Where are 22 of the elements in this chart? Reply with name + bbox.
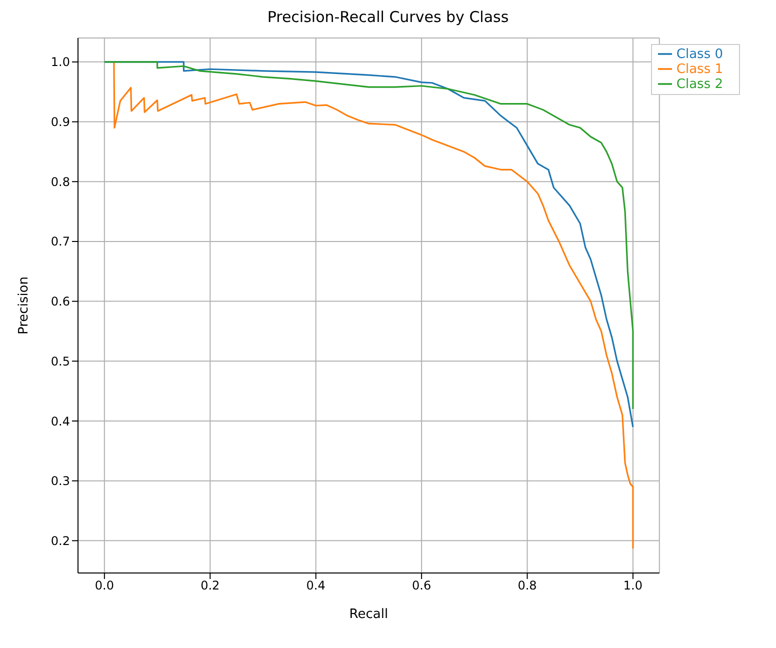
x-axis-title: Recall: [349, 607, 388, 622]
x-tick-label: 0.2: [200, 578, 220, 593]
x-tick-label: 1.0: [623, 578, 643, 593]
x-tick-label: 0.6: [412, 578, 432, 593]
x-tick-label: 0.8: [518, 578, 537, 593]
y-tick-label: 0.9: [50, 115, 70, 130]
line-series: [113, 61, 634, 550]
y-tick-label: 0.5: [50, 354, 70, 368]
y-tick-label: 1.0: [50, 55, 70, 70]
x-tick-label: 0.0: [94, 578, 114, 593]
y-tick-label: 0.6: [50, 294, 70, 309]
y-tick-label: 0.8: [50, 174, 70, 189]
legend-label: Class 1: [676, 62, 723, 77]
y-tick-label: 0.4: [50, 414, 70, 428]
y-tick-label: 0.2: [50, 534, 70, 548]
y-tick-label: 0.3: [50, 474, 70, 488]
y-axis-title: Precision: [16, 276, 32, 335]
legend-label: Class 0: [676, 47, 723, 62]
x-tick-label: 0.4: [306, 578, 326, 593]
y-tick-label: 0.7: [50, 234, 70, 249]
chart-title: Precision-Recall Curves by Class: [266, 8, 510, 26]
legend-label: Class 2: [676, 77, 723, 92]
